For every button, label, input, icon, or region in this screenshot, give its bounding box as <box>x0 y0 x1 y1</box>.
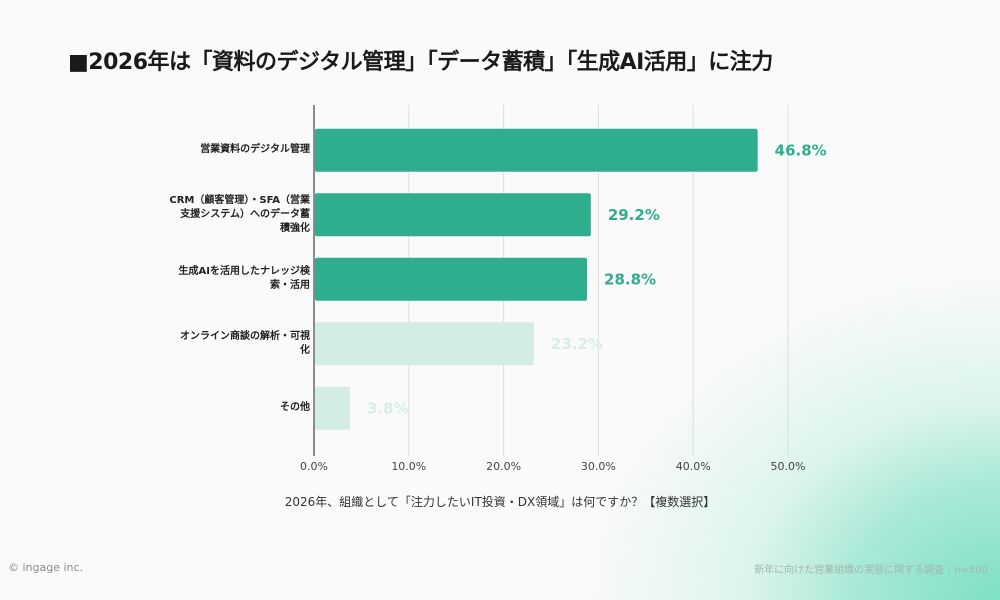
value-labels: 46.8% 29.2% 28.8% 23.2% 3.8% <box>367 141 827 417</box>
bar <box>315 128 758 172</box>
category-label: 生成AIを活用したナレッジ検索・活用 <box>130 265 310 293</box>
bar <box>315 386 351 430</box>
x-tick-labels: 0.0% 10.0% 20.0% 30.0% 40.0% 50.0% <box>300 460 805 473</box>
category-label-line: 積強化 <box>280 222 310 234</box>
value-label: 28.8% <box>604 270 656 288</box>
category-label-line: 営業資料のデジタル管理 <box>200 144 310 156</box>
x-tick-label: 30.0% <box>581 460 616 473</box>
survey-question: 2026年、組織として「注力したいIT投資・DX領域」は何ですか？【複数選択】 <box>284 495 716 509</box>
x-tick-label: 40.0% <box>676 460 711 473</box>
category-label: 営業資料のデジタル管理 <box>130 143 310 157</box>
category-label-line: 支援システム）へのデータ蓄 <box>180 208 310 220</box>
category-label: その他 <box>130 401 310 415</box>
category-label-line: 索・活用 <box>270 280 310 292</box>
bar <box>315 193 591 237</box>
x-tick-label: 0.0% <box>300 460 328 473</box>
category-label: CRM（顧客管理）・SFA（営業支援システム）へのデータ蓄積強化 <box>130 194 310 236</box>
x-tick-label: 10.0% <box>391 460 426 473</box>
category-label-line: 化 <box>300 344 310 356</box>
value-label: 29.2% <box>608 206 660 224</box>
chart-title: ■2026年は「資料のデジタル管理」「データ蓄積」「生成AI活用」に注力 <box>68 50 773 75</box>
value-label: 46.8% <box>775 141 827 159</box>
bars <box>315 128 758 430</box>
category-label-line: CRM（顧客管理）・SFA（営業 <box>169 194 310 206</box>
value-label: 3.8% <box>367 399 409 417</box>
category-label-line: その他 <box>280 402 310 414</box>
category-label-line: 生成AIを活用したナレッジ検 <box>178 266 310 278</box>
survey-source: 新年に向けた営業組織の実態に関する調査｜n=500 <box>754 565 988 576</box>
value-label: 23.2% <box>551 335 603 353</box>
x-tick-label: 20.0% <box>486 460 521 473</box>
category-label-line: オンライン商談の解析・可視 <box>180 330 310 342</box>
x-tick-label: 50.0% <box>771 460 806 473</box>
copyright: © ingage inc. <box>8 561 84 574</box>
bar <box>315 257 588 301</box>
bar <box>315 322 534 366</box>
category-label: オンライン商談の解析・可視化 <box>130 330 310 358</box>
